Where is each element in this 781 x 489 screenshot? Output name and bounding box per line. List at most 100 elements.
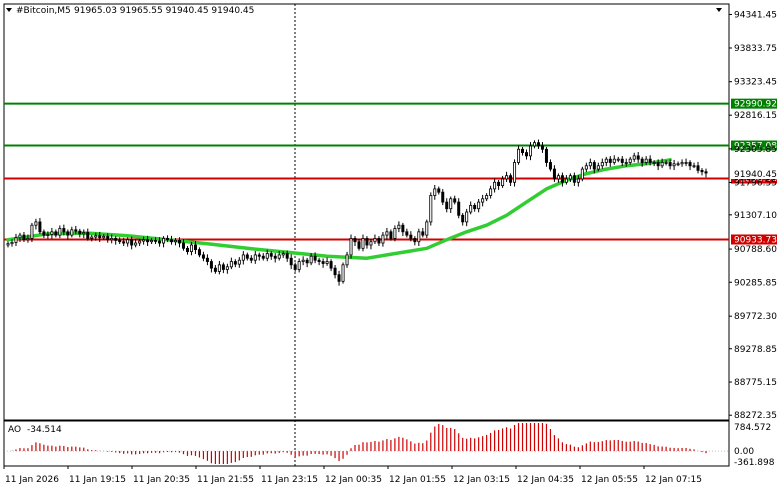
candle — [134, 239, 138, 248]
price-tick-label: 89278.85 — [734, 345, 777, 355]
candle — [98, 231, 102, 243]
candle-body — [560, 175, 564, 183]
candle-body — [584, 165, 588, 170]
candle-body — [461, 214, 465, 223]
candle-body — [548, 162, 552, 170]
time-tick-label: 12 Jan 05:55 — [581, 475, 638, 485]
candle — [453, 195, 457, 205]
candle-body — [26, 238, 30, 241]
candle — [608, 156, 612, 167]
ao-tick-label: 0.00 — [734, 447, 754, 457]
candle — [381, 232, 385, 247]
candle-body — [596, 165, 600, 170]
candle-body — [185, 247, 189, 253]
candle — [481, 194, 485, 207]
candle — [425, 219, 429, 239]
candle-body — [349, 238, 353, 256]
candle-body — [333, 267, 337, 276]
candle — [221, 262, 225, 274]
candle-body — [688, 162, 692, 167]
candle — [50, 227, 54, 239]
candle — [624, 158, 628, 167]
candle-body — [30, 224, 34, 239]
candle-body — [628, 158, 632, 163]
candle-body — [600, 162, 604, 167]
candle-body — [361, 238, 365, 249]
candle — [114, 236, 118, 245]
candle — [74, 225, 78, 235]
candle-body — [389, 231, 393, 239]
candle — [170, 235, 174, 245]
candle — [469, 201, 473, 215]
candle — [576, 175, 580, 187]
candle-body — [197, 249, 201, 256]
candle — [457, 198, 461, 219]
candle — [361, 234, 365, 252]
candle — [297, 258, 301, 273]
candle-body — [668, 162, 672, 167]
candle — [473, 203, 477, 212]
candle — [588, 158, 592, 170]
candle — [529, 142, 532, 161]
candle-body — [86, 232, 90, 239]
candle-body — [477, 201, 481, 210]
candle — [162, 236, 166, 248]
candle-body — [229, 261, 233, 268]
candle — [660, 158, 664, 169]
price-tick-label: 91307.10 — [734, 211, 777, 221]
candle-body — [301, 259, 305, 262]
price-tick-label: 88775.15 — [734, 378, 777, 388]
candle-body — [257, 254, 261, 257]
collapse-triangle-icon[interactable] — [6, 8, 12, 12]
candle-body — [233, 261, 237, 265]
candle-body — [652, 162, 656, 164]
candle-body — [70, 229, 74, 236]
candle — [138, 238, 142, 247]
candle — [197, 247, 201, 258]
candle — [317, 257, 321, 266]
levels-layer: 92990.92 92357.08 91856.96 90933.73 — [4, 98, 777, 245]
candle-body — [182, 242, 185, 249]
candle-body — [10, 241, 14, 245]
candle-body — [285, 253, 289, 259]
candle — [34, 218, 38, 230]
candle-body — [261, 255, 265, 259]
candle-body — [18, 234, 22, 239]
candle — [600, 158, 604, 169]
level-label: 92990.92 — [734, 100, 777, 110]
candle — [14, 233, 18, 247]
candle-body — [162, 238, 166, 244]
candle-body — [544, 148, 548, 163]
candle — [110, 234, 114, 244]
candle-body — [193, 244, 197, 251]
candle-body — [405, 231, 409, 236]
price-tick-label: 94341.45 — [734, 10, 777, 20]
candle-body — [552, 168, 556, 180]
ao-tick-label: -361.898 — [734, 458, 775, 468]
candle — [66, 229, 70, 240]
candle — [385, 227, 389, 240]
candle-body — [245, 254, 249, 259]
candle — [592, 160, 596, 174]
candle-body — [413, 238, 417, 243]
candle-body — [417, 231, 421, 243]
chart-menu-triangle-icon[interactable] — [716, 8, 722, 12]
candle — [233, 259, 237, 268]
time-tick-label: 11 Jan 23:15 — [261, 475, 318, 485]
candle-body — [146, 239, 150, 243]
candle — [688, 160, 692, 171]
candle-body — [82, 232, 86, 235]
ao-label: AO — [8, 425, 21, 435]
candle — [664, 160, 668, 166]
candle — [373, 234, 377, 245]
price-tick-label: 89772.30 — [734, 312, 777, 322]
candle-body — [178, 239, 182, 244]
candle — [461, 212, 465, 226]
candle — [692, 162, 696, 169]
ao-tick-label: 784.572 — [734, 423, 771, 433]
candle-body — [106, 236, 110, 241]
candle-body — [58, 228, 62, 236]
candle-body — [588, 162, 592, 167]
candle — [42, 229, 46, 239]
candle — [417, 228, 421, 247]
